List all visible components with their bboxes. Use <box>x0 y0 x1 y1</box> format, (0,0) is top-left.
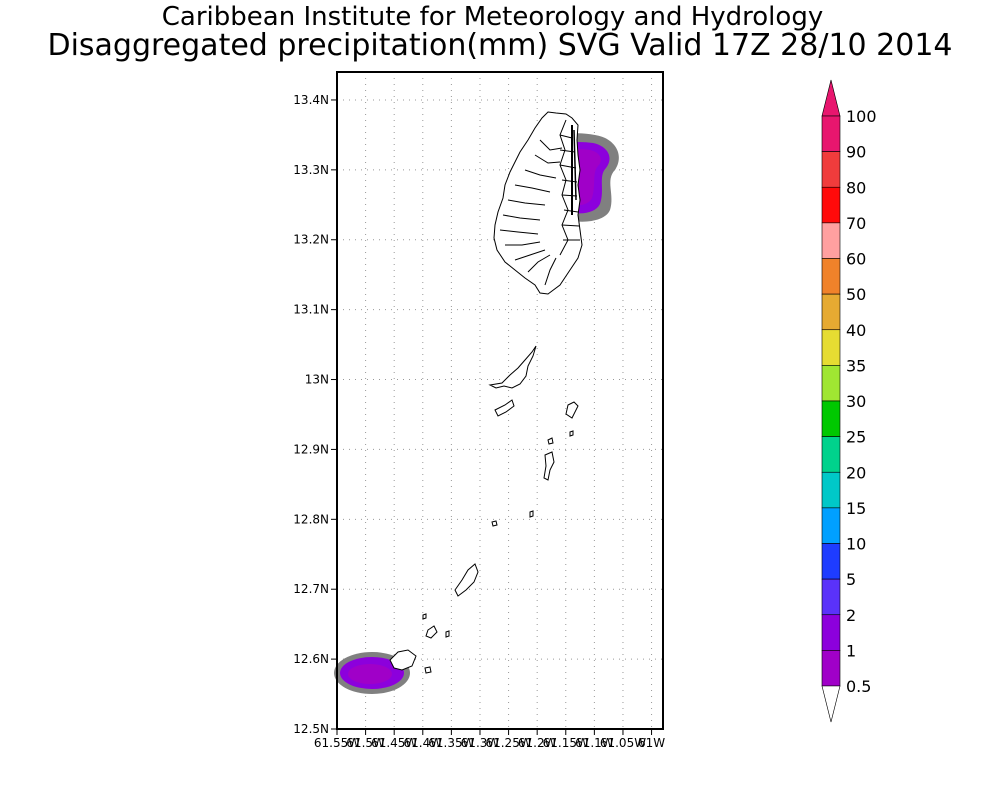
colorbar-swatch <box>821 365 841 402</box>
colorbar-label: 35 <box>846 356 866 375</box>
lon-tick-label: 61.5W <box>346 736 385 750</box>
map-frame <box>336 71 664 730</box>
island-st-vincent <box>493 111 583 295</box>
colorbar-label: 15 <box>846 499 866 518</box>
lon-tick-label: 61.35W <box>428 736 474 750</box>
colorbar-label: 0.5 <box>846 677 871 696</box>
colorbar-label: 40 <box>846 321 866 340</box>
precipitation-area-southwest <box>334 652 410 694</box>
map-gridlines <box>337 72 663 729</box>
lat-tick-label: 12.6N <box>293 652 329 666</box>
lon-tick-label: 61W <box>638 736 665 750</box>
lat-tick-label: 13.2N <box>293 233 329 247</box>
colorbar-label: 20 <box>846 463 866 482</box>
colorbar-swatch <box>821 186 841 224</box>
lat-tick-label: 12.7N <box>293 582 329 596</box>
colorbar-swatch <box>821 614 841 651</box>
lon-tick-label: 61.45W <box>371 736 417 750</box>
colorbar-swatch <box>821 258 841 295</box>
lat-tick-label: 12.9N <box>293 442 329 456</box>
colorbar-label: 5 <box>846 570 856 589</box>
lon-tick-label: 61.55W <box>314 736 360 750</box>
colorbar-swatch <box>821 222 841 259</box>
colorbar-bottom-arrow <box>821 685 841 723</box>
latitude-axis: 13.4N 13.3N 13.2N 13.1N 13N 12.9N 12.8N 12.7N 12… <box>293 93 337 736</box>
lat-tick-label: 13.1N <box>293 303 329 317</box>
colorbar-label: 1 <box>846 641 856 660</box>
colorbar-label: 80 <box>846 178 866 197</box>
chart-subtitle: Disaggregated precipitation(mm) SVG Vali… <box>47 28 953 63</box>
lon-tick-label: 61.15W <box>543 736 589 750</box>
lon-tick-label: 61.2W <box>518 736 557 750</box>
colorbar-swatch <box>821 578 841 616</box>
colorbar-label: 90 <box>846 143 866 162</box>
colorbar-legend: 100 90 80 70 60 50 40 35 30 25 20 15 10 5 2 1 0.5 <box>821 79 877 723</box>
lon-tick-label: 61.05W <box>600 736 646 750</box>
lon-tick-label: 61.3W <box>461 736 500 750</box>
colorbar-label: 60 <box>846 250 866 269</box>
lon-tick-label: 61.4W <box>403 736 442 750</box>
lat-tick-label: 13.4N <box>293 93 329 107</box>
longitude-axis: 61.55W61.5W61.45W61.4W61.35W61.3W61.25W6… <box>314 729 665 750</box>
chart-title: Caribbean Institute for Meteorology and … <box>161 2 824 32</box>
colorbar-swatch <box>821 436 841 473</box>
lat-tick-label: 13.3N <box>293 163 329 177</box>
colorbar-swatch <box>821 400 841 437</box>
lon-tick-label: 61.25W <box>485 736 531 750</box>
colorbar-swatch <box>821 293 841 331</box>
colorbar-label: 10 <box>846 535 866 554</box>
colorbar-swatch <box>821 115 841 152</box>
colorbar-label: 2 <box>846 606 856 625</box>
colorbar-label: 30 <box>846 392 866 411</box>
colorbar-top-arrow <box>821 79 841 117</box>
lon-tick-label: 61.1W <box>575 736 614 750</box>
colorbar-label: 100 <box>846 107 877 126</box>
colorbar-swatch <box>821 650 841 687</box>
lat-tick-label: 12.5N <box>293 722 329 736</box>
colorbar-swatch <box>821 471 841 509</box>
lat-tick-label: 13N <box>305 373 329 387</box>
colorbar-label: 50 <box>846 285 866 304</box>
lat-tick-label: 12.8N <box>293 512 329 526</box>
colorbar-label: 25 <box>846 428 866 447</box>
colorbar-swatch <box>821 507 841 544</box>
islands-grenadines <box>389 345 579 674</box>
colorbar-swatch <box>821 543 841 580</box>
colorbar-label: 70 <box>846 214 866 233</box>
colorbar-swatch <box>821 329 841 366</box>
colorbar-swatch <box>821 151 841 188</box>
